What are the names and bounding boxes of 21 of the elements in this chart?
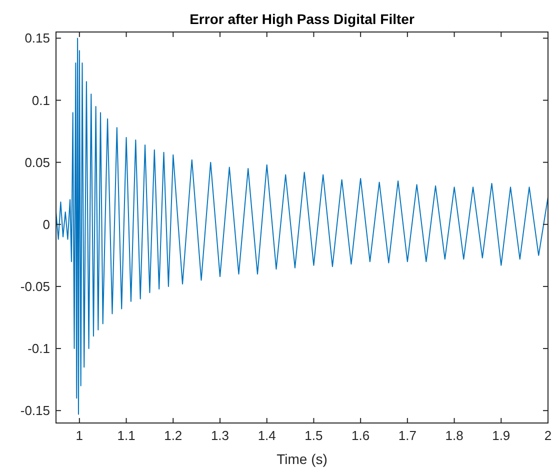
y-tick-label: -0.15 [20, 403, 50, 418]
x-tick-label: 1.6 [352, 428, 370, 443]
x-tick-label: 1.8 [445, 428, 464, 443]
x-axis-title: Time (s) [276, 451, 328, 467]
x-tick-label: 1.4 [258, 428, 276, 443]
x-tick-label: 1.1 [117, 428, 136, 443]
chart-title: Error after High Pass Digital Filter [190, 11, 415, 27]
y-tick-label: 0 [42, 216, 50, 232]
line-series [56, 38, 548, 415]
y-tick-label: 0.05 [24, 154, 50, 170]
y-tick-label: -0.05 [20, 278, 50, 294]
y-tick-label: -0.1 [28, 341, 50, 356]
x-tick-label: 1.2 [164, 428, 182, 443]
y-tick-label: 0.1 [32, 92, 50, 108]
x-tick-label: 1 [76, 428, 84, 443]
x-tick-label: 1.7 [398, 428, 416, 443]
x-tick-label: 1.9 [492, 428, 510, 443]
y-tick-label: 0.15 [24, 30, 50, 46]
x-tick-label: 2 [544, 428, 552, 443]
x-tick-label: 1.5 [304, 428, 323, 443]
x-tick-label: 1.3 [210, 428, 230, 443]
